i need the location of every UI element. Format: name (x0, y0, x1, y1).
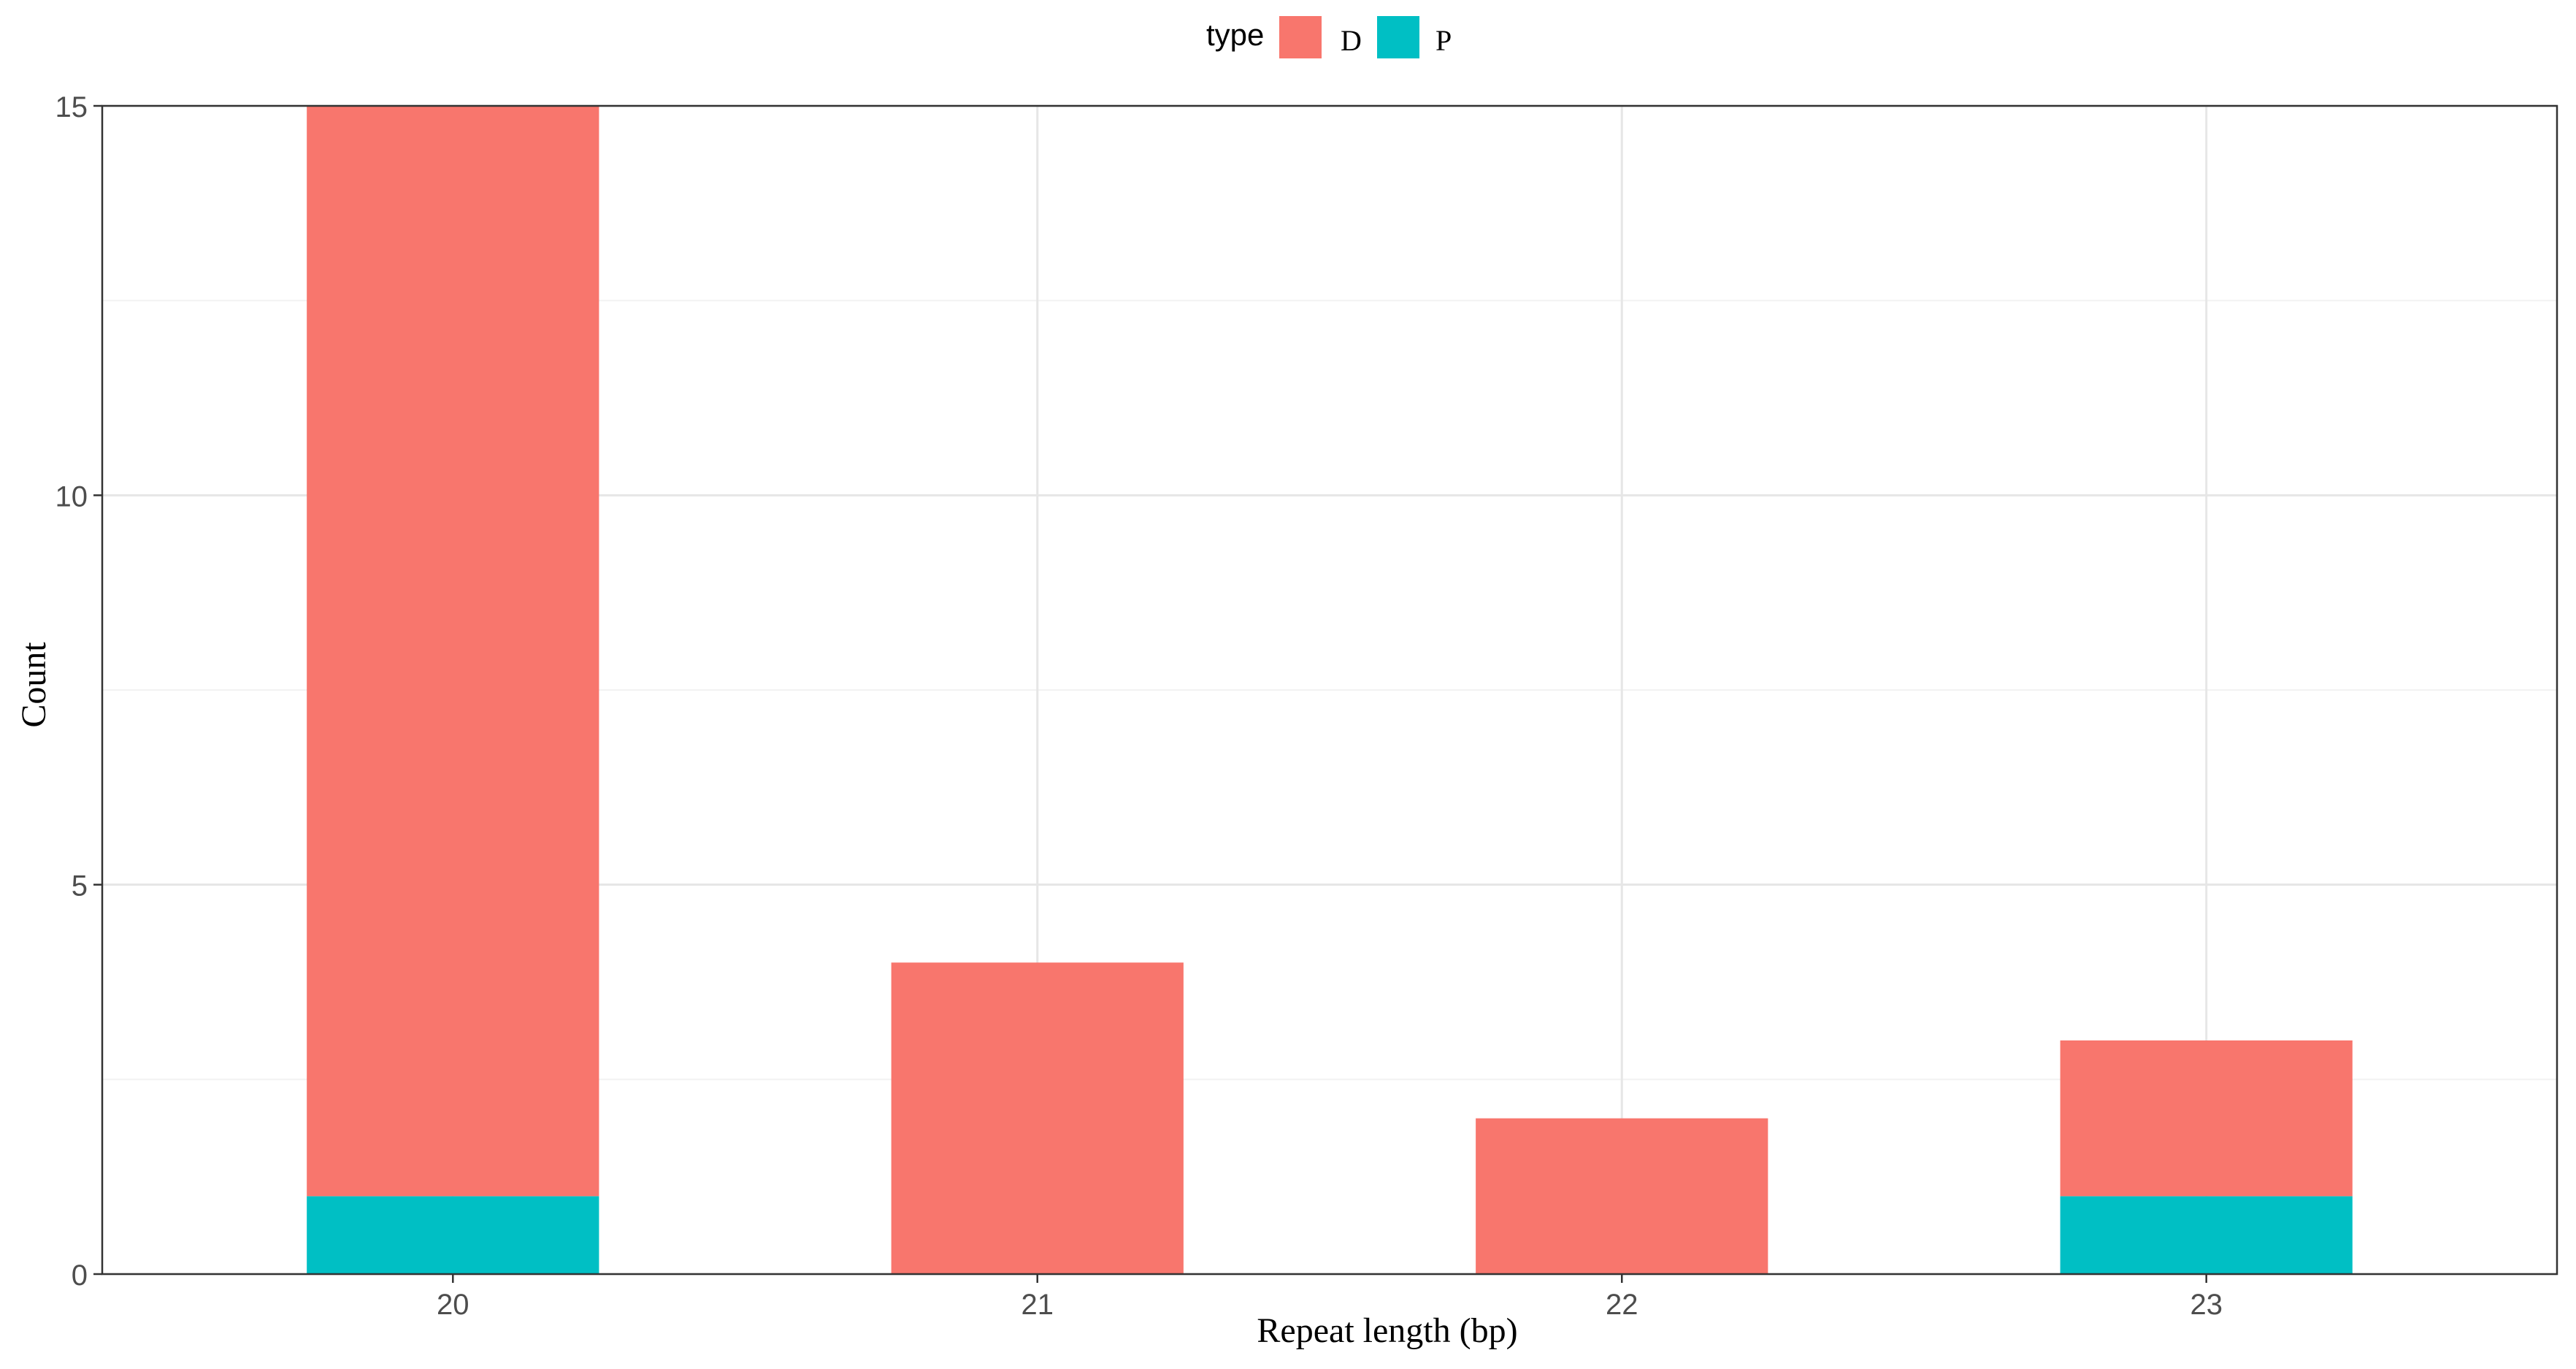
legend-label-p: P (1435, 24, 1452, 57)
bar-p-20 (307, 1196, 599, 1274)
y-tick-label: 10 (55, 480, 88, 513)
legend: type D P (1206, 16, 1452, 58)
legend-label-d: D (1341, 24, 1362, 57)
x-axis-title: Repeat length (bp) (1257, 1311, 1517, 1350)
x-tick-label: 20 (437, 1289, 469, 1321)
y-tick-label: 5 (72, 870, 88, 902)
legend-title: type (1206, 18, 1264, 52)
plot-panel-border (101, 104, 2558, 1276)
y-axis-title: Count (15, 642, 53, 728)
legend-key-d (1279, 16, 1322, 58)
x-tick-label: 23 (2190, 1289, 2223, 1321)
bar-d-21 (891, 962, 1184, 1274)
bar-p-23 (2060, 1196, 2353, 1274)
bar-d-22 (1476, 1118, 1768, 1274)
y-tick-label: 15 (55, 91, 88, 123)
legend-key-p (1377, 16, 1419, 58)
bar-d-23 (2060, 1040, 2353, 1197)
x-tick-label: 21 (1021, 1289, 1054, 1321)
axes: 0 5 10 15 20 21 22 23 (55, 91, 2223, 1321)
y-tick-label: 0 (72, 1259, 88, 1292)
bar-d-20 (307, 106, 599, 1197)
bars (307, 106, 2353, 1274)
x-tick-label: 22 (1606, 1289, 1638, 1321)
